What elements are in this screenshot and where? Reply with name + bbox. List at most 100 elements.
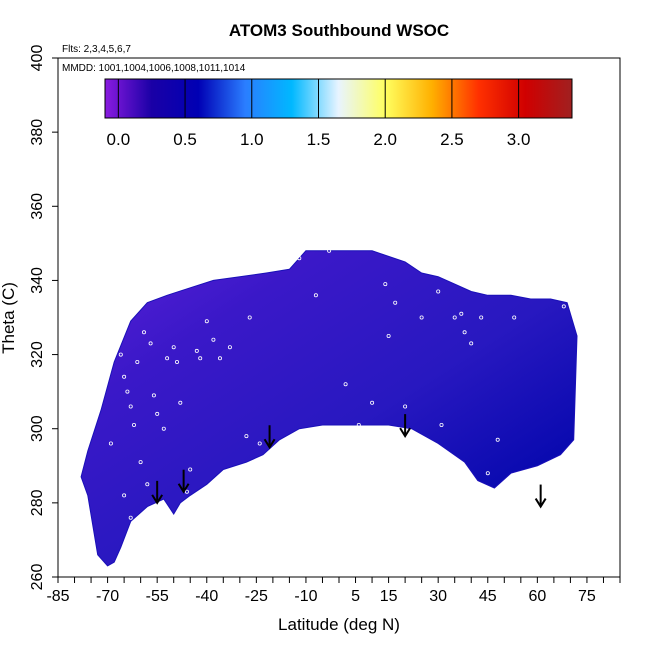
sample-point	[151, 393, 156, 398]
x-tick-label: -25	[245, 588, 268, 605]
sample-point	[128, 515, 133, 520]
sample-point	[135, 359, 140, 364]
sample-point	[386, 333, 391, 338]
sample-point	[257, 441, 262, 446]
field-region	[80, 250, 578, 567]
sample-point	[131, 422, 136, 427]
sample-point	[128, 404, 133, 409]
sample-point	[479, 315, 484, 320]
colorbar-tick-label: 2.0	[373, 130, 397, 149]
colorbar-tick-label: 0.0	[107, 130, 131, 149]
sample-point	[403, 404, 408, 409]
down-arrow-marker	[534, 484, 547, 509]
sample-point	[439, 422, 444, 427]
sample-point	[148, 341, 153, 346]
x-tick-label: 60	[528, 588, 546, 605]
colorbar-ticks: 0.0 0.5 1.0 1.5 2.0 2.5 3.0	[107, 79, 531, 149]
sample-point	[122, 374, 127, 379]
x-axis: -85 -70 -55 -40 -25 -10 5 15 30 45 60 75	[46, 577, 621, 605]
sample-point	[204, 319, 209, 324]
colorbar-tick-label: 3.0	[507, 130, 531, 149]
sample-point	[217, 356, 222, 361]
sample-point	[188, 467, 193, 472]
sample-point	[161, 426, 166, 431]
sample-point	[436, 289, 441, 294]
sample-point	[184, 489, 189, 494]
x-tick-label: -10	[294, 588, 317, 605]
down-arrow-marker	[263, 425, 276, 450]
sample-point	[198, 356, 203, 361]
chart-title: ATOM3 Southbound WSOC	[229, 21, 449, 40]
sample-point	[370, 400, 375, 405]
sample-point	[419, 315, 424, 320]
sample-point	[165, 356, 170, 361]
y-tick-label: 320	[29, 341, 46, 368]
sample-point	[343, 382, 348, 387]
sample-point	[122, 493, 127, 498]
x-axis-label: Latitude (deg N)	[278, 615, 400, 634]
sample-point	[108, 441, 113, 446]
sample-point	[141, 330, 146, 335]
sample-point	[561, 304, 566, 309]
sample-point	[171, 345, 176, 350]
sample-point	[244, 434, 249, 439]
sample-point	[178, 400, 183, 405]
sample-point	[327, 248, 332, 253]
sample-point	[194, 348, 199, 353]
colorbar-gradient	[104, 78, 573, 119]
x-tick-label: -70	[96, 588, 119, 605]
y-axis: 260 280 300 320 340 360 380 400	[29, 45, 58, 591]
sample-point	[313, 293, 318, 298]
colorbar-tick-label: 2.5	[440, 130, 464, 149]
y-tick-label: 280	[29, 489, 46, 516]
arrow-markers	[151, 414, 547, 509]
x-tick-label: -40	[195, 588, 218, 605]
sample-points	[108, 248, 566, 520]
sample-point	[452, 315, 457, 320]
sample-point	[148, 508, 153, 513]
y-tick-label: 360	[29, 193, 46, 220]
colorbar-tick-label: 0.5	[173, 130, 197, 149]
colorbar-tick-label: 1.0	[240, 130, 264, 149]
sample-point	[485, 471, 490, 476]
x-tick-label: 45	[479, 588, 497, 605]
sample-point	[118, 352, 123, 357]
down-arrow-marker	[399, 414, 411, 439]
sample-point	[145, 482, 150, 487]
x-tick-label: -55	[146, 588, 169, 605]
sample-point	[125, 389, 130, 394]
sample-point	[270, 263, 275, 268]
x-tick-label: 75	[578, 588, 596, 605]
x-tick-label: -85	[46, 588, 69, 605]
y-tick-label: 260	[29, 564, 46, 591]
colorbar-tick-label: 1.5	[307, 130, 331, 149]
sample-point	[393, 300, 398, 305]
sample-point	[227, 345, 232, 350]
x-tick-label: 15	[380, 588, 398, 605]
sample-point	[512, 315, 517, 320]
sample-point	[247, 315, 252, 320]
sample-point	[115, 337, 120, 342]
sample-point	[284, 263, 289, 268]
y-tick-label: 300	[29, 415, 46, 442]
y-tick-label: 380	[29, 119, 46, 146]
sample-point	[356, 422, 361, 427]
sample-point	[462, 330, 467, 335]
sample-point	[469, 341, 474, 346]
x-tick-label: 30	[429, 588, 447, 605]
colorbar: 0.0 0.5 1.0 1.5 2.0 2.5 3.0	[104, 78, 573, 149]
sample-point	[459, 311, 464, 316]
x-tick-label: 5	[351, 588, 360, 605]
wsoc-field	[80, 250, 578, 567]
y-axis-label: Theta (C)	[0, 282, 18, 354]
y-tick-label: 400	[29, 45, 46, 72]
down-arrow-marker	[151, 480, 164, 505]
sample-point	[297, 256, 302, 261]
sample-point	[211, 337, 216, 342]
sample-point	[429, 263, 434, 268]
sample-point	[138, 460, 143, 465]
dates-label: MMDD: 1001,1004,1006,1008,1011,1014	[62, 63, 246, 74]
sample-point	[174, 359, 179, 364]
down-arrow-marker	[177, 469, 190, 494]
